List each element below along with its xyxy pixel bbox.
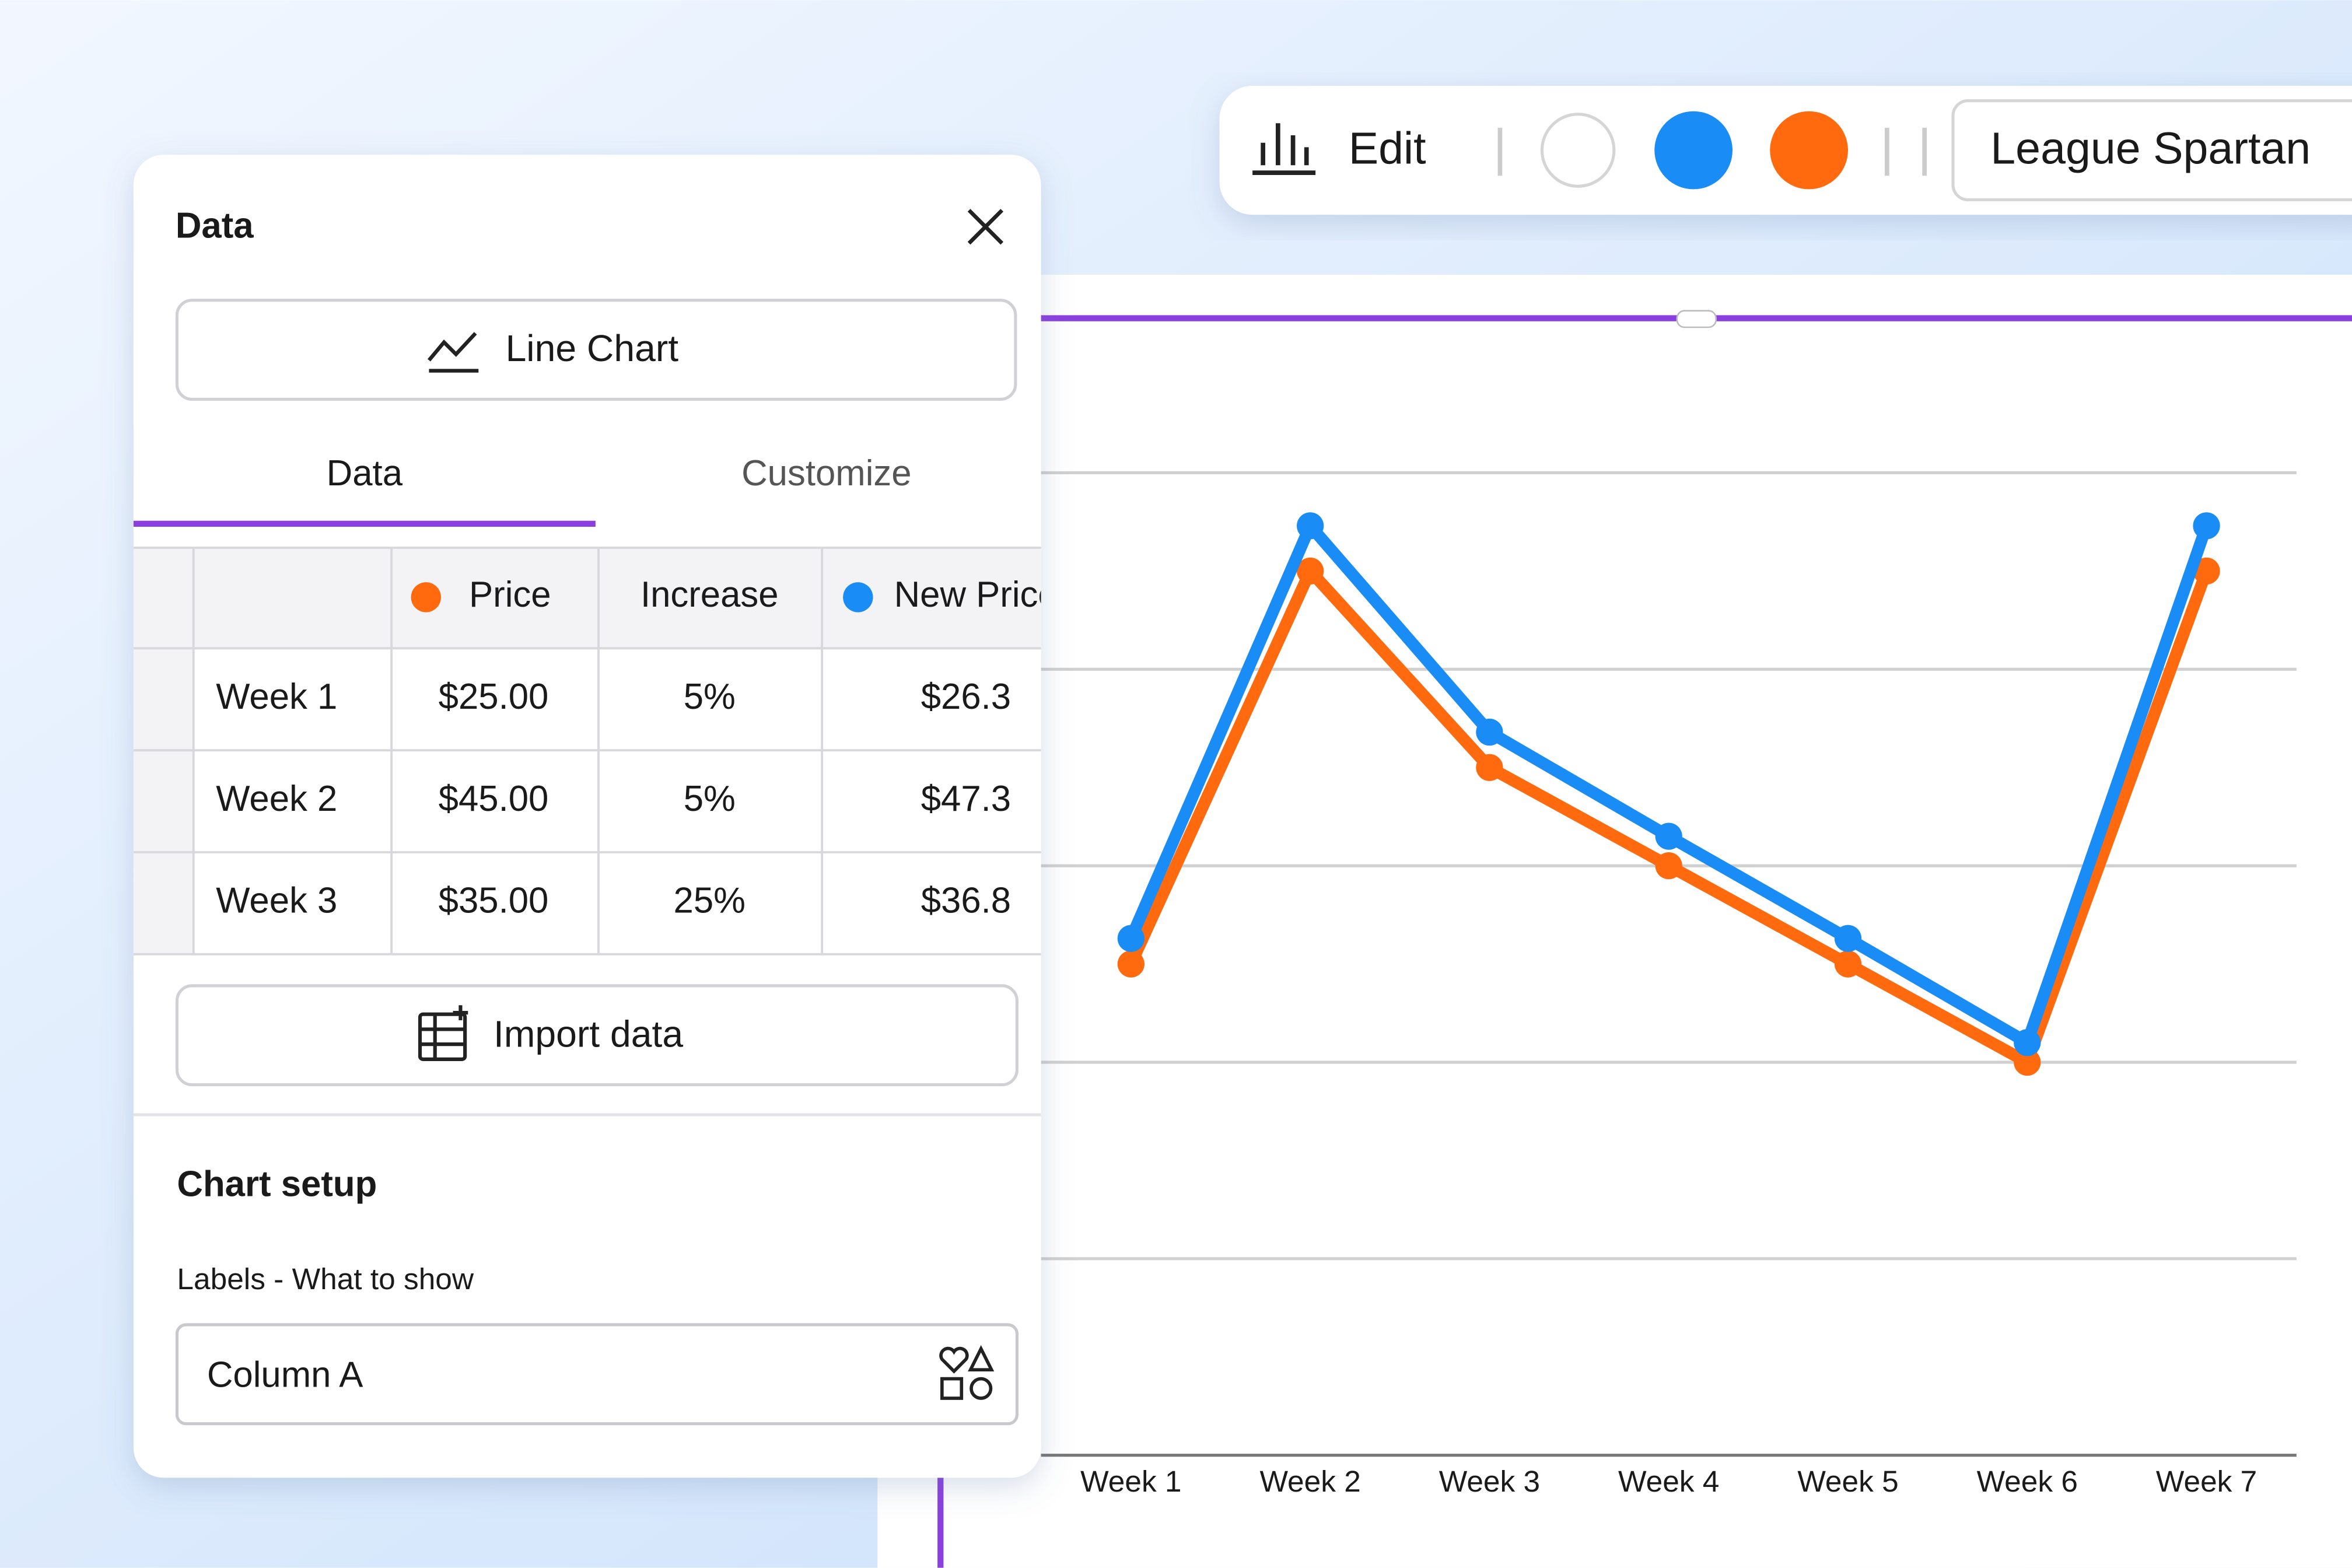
- x-tick-label: Week 2: [1259, 1464, 1360, 1498]
- table-cell: Week 1: [216, 677, 337, 717]
- resize-handle[interactable]: [1676, 310, 1717, 328]
- table-cell: $26.3: [921, 677, 1011, 717]
- table-header-bg: [133, 548, 1041, 649]
- data-point: [1117, 950, 1144, 978]
- labels-value[interactable]: Column A: [207, 1354, 363, 1395]
- data-point: [1297, 512, 1324, 540]
- table-cell: $25.00: [439, 677, 549, 717]
- color-swatch[interactable]: [1540, 113, 1616, 188]
- canvas: [877, 275, 2352, 1568]
- elements-icon: [939, 1345, 995, 1400]
- table-cell: $35.00: [439, 881, 549, 921]
- table-cell: 5%: [684, 677, 736, 717]
- font-name[interactable]: League Spartan: [1990, 124, 2311, 174]
- chart-icon[interactable]: [1252, 123, 1316, 175]
- line-chart-icon: [427, 332, 479, 373]
- font-selector[interactable]: [1951, 99, 2352, 201]
- labels-select[interactable]: [175, 1323, 1019, 1426]
- table-cell: Week 2: [216, 779, 337, 819]
- panel-content: Data Line Chart Data Customize Price Incr…: [133, 206, 1058, 1426]
- data-point: [2014, 1048, 2041, 1076]
- data-point: [2193, 512, 2220, 540]
- close-button[interactable]: [967, 209, 1004, 245]
- column-header: New Price: [894, 575, 1058, 615]
- color-swatch[interactable]: [1654, 111, 1732, 190]
- tab[interactable]: Data: [327, 453, 403, 494]
- table-icon: [418, 1005, 468, 1061]
- series-dot: [843, 582, 873, 612]
- table-grid: [133, 547, 1041, 956]
- color-swatch[interactable]: [1770, 111, 1848, 190]
- chart-type-button[interactable]: [175, 299, 1017, 401]
- toolbar-content: Edit League Spartan: [1252, 99, 2352, 201]
- table-cell: $36.8: [921, 881, 1011, 921]
- table-cell: 25%: [674, 881, 746, 921]
- data-point: [1655, 852, 1682, 880]
- section-title: Chart setup: [177, 1164, 377, 1205]
- x-tick-label: Week 6: [1977, 1464, 2078, 1498]
- table: Price Increase New Price Week 1 $25.00 5% $26.…: [216, 575, 1058, 921]
- edit-label[interactable]: Edit: [1349, 124, 1426, 174]
- x-tick-label: Week 4: [1618, 1464, 1719, 1498]
- chart-type-label[interactable]: Line Chart: [506, 327, 679, 369]
- tab[interactable]: Customize: [741, 453, 911, 494]
- table-cell: Week 3: [216, 881, 337, 921]
- data-point: [1834, 950, 1862, 978]
- data-point: [1834, 925, 1862, 952]
- row-index-bg: [133, 648, 194, 954]
- x-tick-label: Week 1: [1080, 1464, 1181, 1498]
- x-tick-label: Week 7: [2156, 1464, 2257, 1498]
- data-point: [1117, 925, 1144, 952]
- data-point: [2193, 557, 2220, 584]
- x-tick-label: Week 5: [1797, 1464, 1898, 1498]
- data-panel: [133, 155, 1041, 1478]
- table-cell: 5%: [684, 779, 736, 819]
- data-point: [1655, 822, 1682, 850]
- data-point: [1476, 718, 1503, 746]
- panel-title: Data: [176, 206, 254, 246]
- table-cell: $45.00: [439, 779, 549, 819]
- import-button[interactable]: [175, 984, 1019, 1087]
- data-point: [1297, 557, 1324, 584]
- x-tick-label: Week 3: [1439, 1464, 1540, 1498]
- column-header: Price: [469, 575, 551, 615]
- table-cell: $47.3: [921, 779, 1011, 819]
- data-point: [2014, 1029, 2041, 1056]
- field-caption: Labels - What to show: [177, 1262, 474, 1296]
- series-dot: [411, 582, 441, 612]
- column-header: Increase: [640, 575, 779, 615]
- import-label[interactable]: Import data: [494, 1013, 683, 1055]
- data-point: [1476, 754, 1503, 781]
- line-chart: Week 1 Week 2 Week 3 Week 4 Week 5 Week 6 Week…: [1041, 471, 2297, 1498]
